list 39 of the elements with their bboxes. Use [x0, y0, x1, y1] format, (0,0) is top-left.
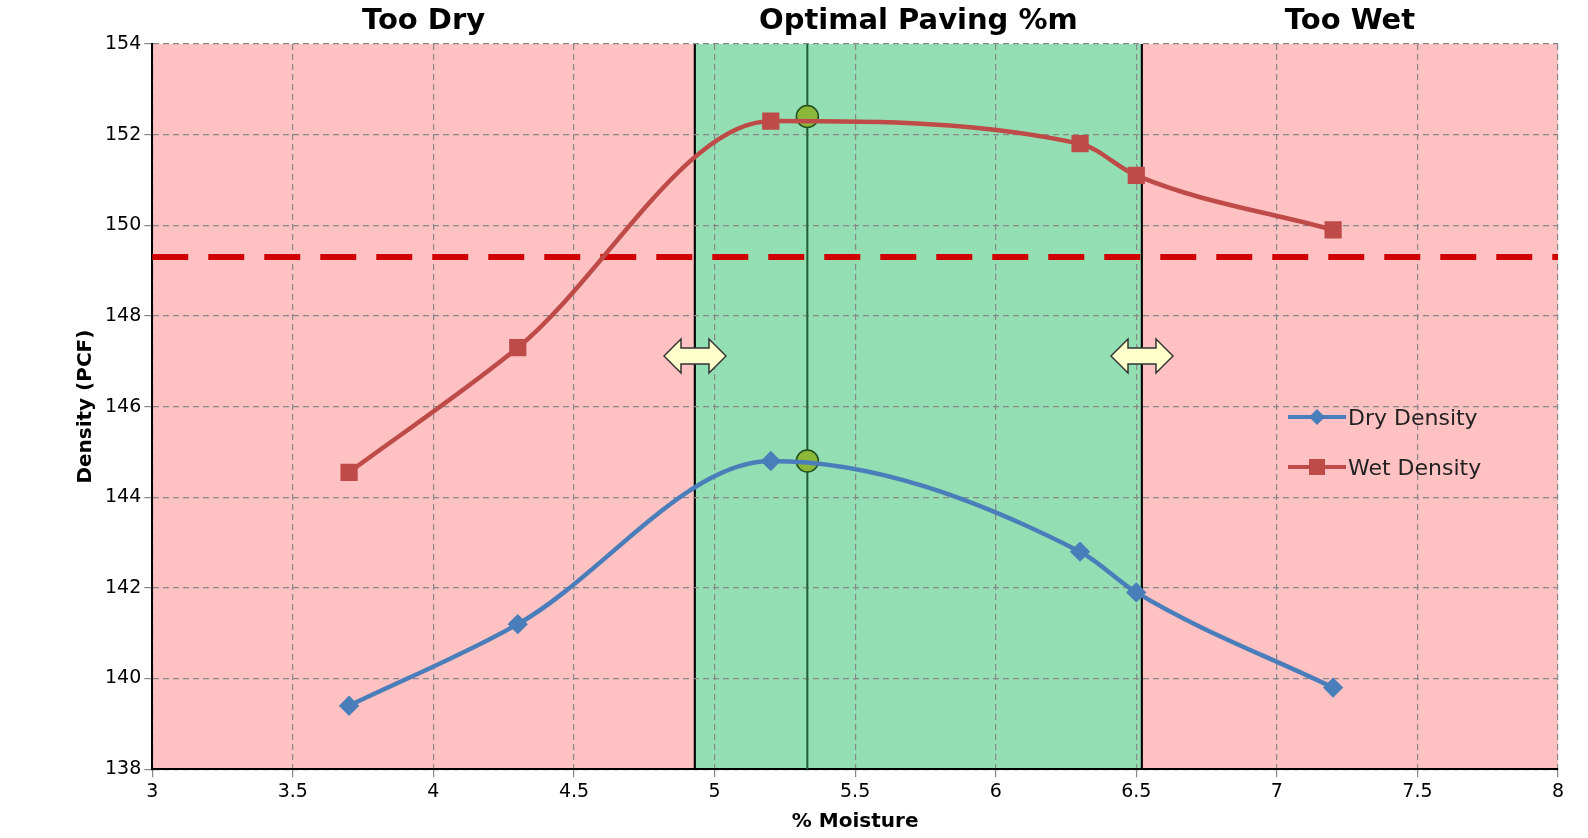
x-tick-label: 3.5 — [277, 778, 308, 801]
legend-label: Wet Density — [1348, 454, 1482, 480]
point — [1127, 583, 1146, 602]
x-tick-label: 6.5 — [1121, 778, 1152, 801]
y-tick-label: 144 — [105, 484, 142, 507]
y-tick-label: 140 — [105, 665, 142, 688]
x-tick-label: 4 — [427, 778, 440, 801]
point — [1070, 542, 1090, 561]
y-tick-label: 152 — [105, 121, 142, 144]
point — [1071, 135, 1089, 153]
band-label: Too Wet — [1284, 2, 1416, 37]
x-tick-label: 8 — [1551, 778, 1565, 801]
point — [340, 463, 358, 481]
legend-label: Dry Density — [1348, 404, 1478, 430]
x-tick-label: 4.5 — [558, 778, 590, 801]
point — [339, 696, 359, 715]
point — [1323, 678, 1343, 697]
x-tick-label: 5 — [708, 778, 721, 801]
x-tick-label: 6 — [989, 778, 1002, 801]
x-tick-label: 5.5 — [840, 778, 871, 801]
x-tick-label: 7 — [1270, 778, 1283, 801]
y-tick-label: 150 — [105, 212, 142, 235]
point — [762, 112, 780, 130]
y-tick-label: 138 — [105, 756, 142, 779]
y-tick-label: 146 — [105, 393, 142, 416]
point — [508, 614, 528, 634]
y-tick-label: 142 — [105, 574, 142, 597]
x-tick-label: 3 — [146, 778, 159, 801]
band-label: Optimal Paving %m — [759, 2, 1078, 37]
point — [509, 339, 527, 357]
point — [1324, 221, 1342, 239]
y-tick-label: 154 — [105, 30, 142, 53]
x-tick-label: 7.5 — [1402, 778, 1433, 801]
y-axis-title: Density (PCF) — [72, 329, 97, 484]
point — [761, 451, 781, 471]
point — [1127, 166, 1145, 185]
y-tick-label: 148 — [105, 302, 142, 325]
x-axis-title: % Moisture — [791, 808, 919, 833]
band-label: Too Dry — [361, 2, 486, 37]
